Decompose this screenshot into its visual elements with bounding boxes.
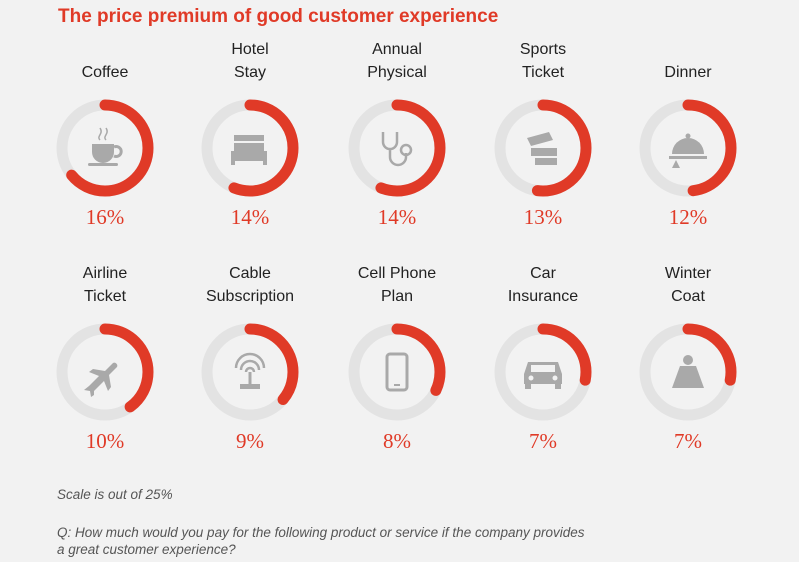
donut-arc [639, 99, 737, 197]
value-label: 7% [674, 429, 702, 453]
item-label-wrap: Car Insurance [473, 258, 613, 308]
value-label: 7% [529, 429, 557, 453]
item-label-line: Sports [519, 41, 567, 58]
item-label-line: Hotel [231, 41, 269, 58]
donut-2 [348, 99, 446, 197]
donut-4 [639, 99, 737, 197]
item-label-line: Winter [664, 265, 712, 282]
value-label: 8% [383, 429, 411, 453]
item-label-wrap: Winter Coat [618, 258, 758, 308]
donut-3 [494, 99, 592, 197]
item-label-wrap: Cable Subscription [180, 258, 320, 308]
donut-arc [348, 323, 446, 421]
item-label-line: Stay [233, 64, 266, 81]
item-label-line: Ticket [83, 288, 127, 305]
item-label-wrap: Hotel Stay [180, 34, 320, 84]
antenna-icon [234, 352, 266, 389]
item-label: Sports Ticket [473, 38, 613, 84]
item-label-wrap: Cell Phone Plan [327, 258, 467, 308]
item-label-line: Car [530, 265, 556, 282]
item-label: Car Insurance [473, 262, 613, 308]
question-note: Q: How much would you pay for the follow… [57, 524, 585, 558]
item-label-line: Plan [380, 288, 414, 305]
chart-title: The price premium of good customer exper… [58, 6, 499, 27]
donut-1 [201, 99, 299, 197]
donut-arc [494, 323, 592, 421]
item-label-line: Airline [82, 265, 128, 282]
donut-8 [494, 323, 592, 421]
item-label: Coffee [35, 61, 175, 84]
item-label-line: Dinner [664, 64, 712, 81]
donut-arc [201, 323, 299, 421]
donut-0 [56, 99, 154, 197]
coat-icon [672, 355, 704, 388]
donut-5 [56, 323, 154, 421]
donut-6 [201, 323, 299, 421]
value-label: 9% [236, 429, 264, 453]
item-label-line: Subscription [205, 288, 295, 305]
serving-cloche-icon [669, 133, 707, 168]
bed-icon [231, 135, 267, 165]
donut-9 [639, 323, 737, 421]
item-label-line: Cell Phone [357, 265, 437, 282]
item-label-line: Physical [367, 64, 427, 81]
item-label: Cable Subscription [180, 262, 320, 308]
item-label: Annual Physical [327, 38, 467, 84]
value-label: 10% [85, 429, 125, 453]
car-icon [524, 362, 562, 389]
donut-arc [56, 323, 154, 421]
item-label-wrap: Coffee [35, 34, 175, 84]
value-label: 14% [377, 205, 417, 229]
item-label: Dinner [618, 61, 758, 84]
item-label-line: Ticket [521, 64, 565, 81]
airplane-icon [84, 362, 118, 397]
item-label: Hotel Stay [180, 38, 320, 84]
ticket-icon [527, 132, 557, 165]
item-label-wrap: Sports Ticket [473, 34, 613, 84]
value-label: 14% [230, 205, 270, 229]
value-label: 13% [523, 205, 563, 229]
item-label: Winter Coat [618, 262, 758, 308]
item-label-line: Insurance [507, 288, 579, 305]
item-label-wrap: Annual Physical [327, 34, 467, 84]
item-label-line: Annual [372, 41, 422, 58]
phone-icon [385, 352, 409, 392]
item-label-wrap: Airline Ticket [35, 258, 175, 308]
donut-arc [348, 99, 446, 197]
item-label-line: Coffee [81, 64, 129, 81]
item-label-line: Coat [671, 288, 705, 305]
item-label: Airline Ticket [35, 262, 175, 308]
coffee-cup-icon [88, 127, 123, 166]
stethoscope-icon [381, 132, 413, 167]
question-line-1: Q: How much would you pay for the follow… [57, 525, 585, 540]
donut-arc [639, 323, 737, 421]
value-label: 16% [85, 205, 125, 229]
scale-note: Scale is out of 25% [57, 487, 173, 502]
item-label-wrap: Dinner [618, 34, 758, 84]
value-label: 12% [668, 205, 708, 229]
item-label: Cell Phone Plan [327, 262, 467, 308]
donut-arc [201, 99, 299, 197]
donut-arc [494, 99, 592, 197]
donut-7 [348, 323, 446, 421]
donut-arc [56, 99, 154, 197]
question-line-2: a great customer experience? [57, 542, 236, 557]
item-label-line: Cable [229, 265, 271, 282]
